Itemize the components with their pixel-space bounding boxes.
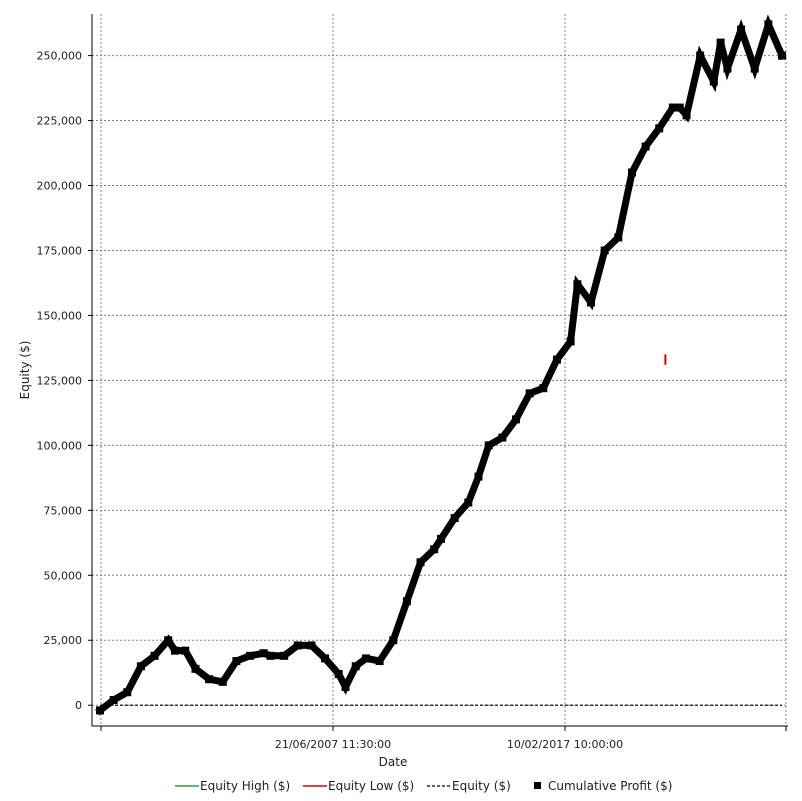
cumulative-profit-point — [641, 142, 650, 151]
cumulative-profit-point — [402, 597, 411, 606]
cumulative-profit-point — [136, 662, 145, 671]
legend-label-equity-low: Equity Low ($) — [328, 779, 414, 793]
cumulative-profit-point — [361, 654, 370, 663]
cumulative-profit-point — [737, 25, 746, 34]
cumulative-profit-point — [668, 103, 677, 112]
legend-item-equity[interactable]: Equity ($) — [427, 779, 511, 793]
cumulative-profit-point — [464, 498, 473, 507]
cumulative-profit-point — [181, 646, 190, 655]
cumulative-profit-point — [246, 651, 255, 660]
y-tick-label: 175,000 — [37, 244, 83, 257]
cumulative-profit-point — [96, 706, 104, 715]
axes — [91, 14, 788, 727]
cumulative-profit-point — [164, 636, 173, 645]
cumulative-profit-point — [614, 233, 623, 242]
cumulative-profit-point — [430, 545, 439, 554]
cumulative-profit-point — [474, 472, 483, 481]
y-tick-labels: 0 25,000 50,000 75,000 100,000 125,000 150,000… — [37, 50, 83, 713]
cumulative-profit-point — [307, 641, 316, 650]
cumulative-profit-point — [205, 675, 214, 684]
cumulative-profit-point — [375, 657, 384, 666]
legend-label-cumulative-profit: Cumulative Profit ($) — [548, 779, 672, 793]
cumulative-profit-point — [600, 246, 609, 255]
legend-label-equity-high: Equity High ($) — [200, 779, 290, 793]
y-tick-label: 125,000 — [37, 374, 83, 387]
cumulative-profit-point — [764, 20, 773, 29]
cumulative-profit-point — [150, 651, 159, 660]
y-tick-label: 25,000 — [44, 634, 83, 647]
cumulative-profit-point — [321, 654, 330, 663]
y-tick-label: 250,000 — [37, 50, 83, 63]
cumulative-profit-point — [351, 662, 360, 671]
cumulative-profit-point — [293, 641, 302, 650]
cumulative-profit-point — [171, 646, 180, 655]
cumulative-profit-point — [109, 696, 118, 705]
cumulative-profit-point — [675, 103, 684, 112]
cumulative-profit-point — [627, 168, 636, 177]
x-axis-title: Date — [379, 755, 408, 769]
cumulative-profit-point — [191, 664, 200, 673]
cumulative-profit-point — [716, 38, 725, 47]
series — [95, 14, 787, 716]
cumulative-profit-point — [709, 77, 718, 86]
y-tick-label: 150,000 — [37, 309, 83, 322]
y-tick-label: 200,000 — [37, 180, 83, 193]
cumulative-profit-point — [389, 636, 398, 645]
cumulative-profit-point — [341, 683, 350, 692]
y-tick-label: 225,000 — [37, 115, 83, 128]
cumulative-profit-point — [416, 558, 425, 567]
cumulative-profit-point — [539, 384, 548, 393]
grid — [88, 14, 788, 731]
y-axis-title: Equity ($) — [18, 341, 32, 400]
y-tick-label: 100,000 — [37, 439, 83, 452]
x-tick-labels: 21/06/2007 11:30:00 10/02/2017 10:00:00 — [275, 738, 623, 751]
cumulative-profit-point — [334, 670, 343, 679]
cumulative-profit-point — [778, 51, 786, 60]
legend-item-equity-low[interactable]: Equity Low ($) — [303, 779, 414, 793]
cumulative-profit-point — [552, 355, 561, 364]
cumulative-profit-point — [484, 441, 493, 450]
cumulative-profit-point — [232, 657, 241, 666]
cumulative-profit-point — [259, 649, 268, 658]
legend: Equity High ($) Equity Low ($) Equity ($… — [175, 779, 672, 793]
cumulative-profit-point — [123, 688, 132, 697]
y-tick-label: 50,000 — [44, 569, 83, 582]
x-tick-label: 10/02/2017 10:00:00 — [507, 738, 623, 751]
cumulative-profit-point — [587, 298, 596, 307]
cumulative-profit-point — [218, 677, 227, 686]
cumulative-profit-point — [696, 51, 705, 60]
cumulative-profit-point — [573, 280, 582, 289]
legend-item-cumulative-profit[interactable]: Cumulative Profit ($) — [534, 779, 672, 793]
legend-label-equity: Equity ($) — [452, 779, 511, 793]
cumulative-profit-point — [498, 433, 507, 442]
cumulative-profit-point — [450, 514, 459, 523]
legend-item-equity-high[interactable]: Equity High ($) — [175, 779, 290, 793]
cumulative-profit-point — [280, 651, 289, 660]
cumulative-profit-point — [682, 111, 691, 120]
y-tick-label: 0 — [75, 699, 82, 712]
cumulative-profit-point — [512, 415, 521, 424]
cumulative-profit-point — [525, 389, 534, 398]
x-tick-label: 21/06/2007 11:30:00 — [275, 738, 391, 751]
cumulative-profit-line — [95, 14, 787, 716]
cumulative-profit-point — [655, 124, 664, 133]
cumulative-profit-point — [750, 64, 759, 73]
legend-swatch-cumulative-profit — [534, 782, 541, 789]
cumulative-profit-point — [566, 337, 575, 346]
cumulative-profit-point — [266, 651, 275, 660]
y-tick-label: 75,000 — [44, 504, 83, 517]
cumulative-profit-point — [723, 64, 732, 73]
cumulative-profit-point — [437, 534, 445, 543]
